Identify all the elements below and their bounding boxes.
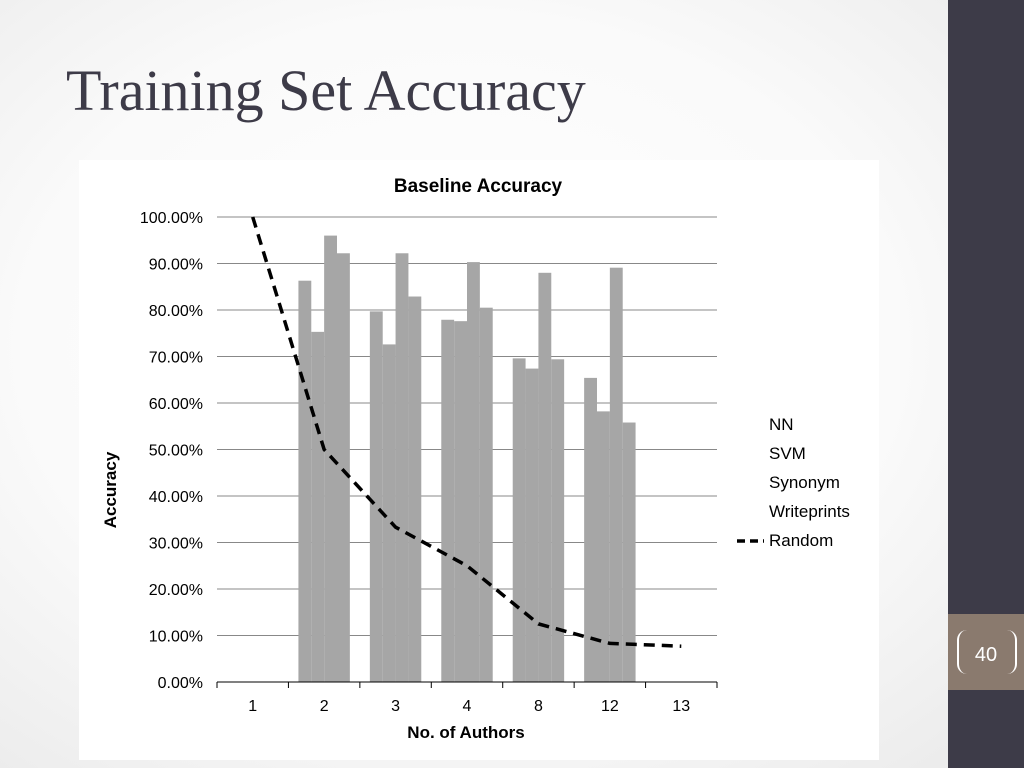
bar-synonym-8 <box>538 272 552 682</box>
y-tick-label: 40.00% <box>149 489 203 506</box>
x-axis-title: No. of Authors <box>407 723 524 742</box>
page-number-tab <box>948 614 1024 690</box>
bar-svm-12 <box>597 411 610 682</box>
bar-svm-8 <box>525 368 539 682</box>
legend-item-svm: SVM <box>769 444 806 463</box>
x-tick-label: 13 <box>672 698 690 715</box>
y-tick-label: 100.00% <box>140 210 203 227</box>
baseline-accuracy-chart: Baseline Accuracy 0.00% 10.00% 20.00% 30.00… <box>101 176 850 742</box>
x-tick-label: 2 <box>320 698 329 715</box>
legend: NN SVM Synonym Writeprints Random <box>737 415 850 550</box>
bar-writeprints-2 <box>337 253 350 682</box>
x-tick-label: 3 <box>391 698 400 715</box>
bar-writeprints-4 <box>479 307 493 682</box>
bar-svm-3 <box>382 344 396 682</box>
x-tick-label: 1 <box>248 698 257 715</box>
bar-nn-3 <box>369 311 383 682</box>
y-tick-label: 80.00% <box>149 303 203 320</box>
x-tick-label: 12 <box>601 698 619 715</box>
bar-writeprints-8 <box>551 359 565 682</box>
page-number-bracket <box>957 630 1017 674</box>
y-tick-label: 10.00% <box>149 629 203 646</box>
y-tick-label: 70.00% <box>149 350 203 367</box>
bar-nn-4 <box>441 319 455 682</box>
bar-svm-2 <box>311 331 325 682</box>
y-tick-label: 60.00% <box>149 396 203 413</box>
y-tick-label: 0.00% <box>158 675 203 692</box>
y-tick-label: 30.00% <box>149 536 203 553</box>
bar-nn-8 <box>512 358 526 682</box>
chart-area: Baseline Accuracy 0.00% 10.00% 20.00% 30.00… <box>79 160 879 760</box>
legend-item-nn: NN <box>769 415 794 434</box>
legend-item-synonym: Synonym <box>769 473 840 492</box>
bar-writeprints-12 <box>622 422 636 682</box>
bar-nn-12 <box>584 377 597 682</box>
y-tick-label: 20.00% <box>149 582 203 599</box>
slide-title: Training Set Accuracy <box>66 58 586 123</box>
x-tick-label: 4 <box>463 698 472 715</box>
line-random <box>251 216 682 648</box>
page-number: 40 <box>974 644 998 666</box>
line-layer <box>251 216 682 648</box>
chart-title: Baseline Accuracy <box>394 176 563 197</box>
bar-writeprints-3 <box>408 296 422 682</box>
legend-item-random: Random <box>769 531 833 550</box>
bar-nn-2 <box>298 280 312 682</box>
y-tick-label: 50.00% <box>149 443 203 460</box>
bar-synonym-4 <box>467 262 480 682</box>
axes-layer: 0.00% 10.00% 20.00% 30.00% 40.00% 50.00% 60.00… <box>140 210 718 715</box>
bar-synonym-3 <box>395 253 409 682</box>
bars-layer <box>298 235 636 682</box>
y-axis-title: Accuracy <box>101 451 120 528</box>
x-tick-label: 8 <box>534 698 543 715</box>
legend-item-writeprints: Writeprints <box>769 502 850 521</box>
bar-synonym-12 <box>609 267 623 682</box>
y-tick-label: 90.00% <box>149 257 203 274</box>
bar-svm-4 <box>454 321 467 682</box>
